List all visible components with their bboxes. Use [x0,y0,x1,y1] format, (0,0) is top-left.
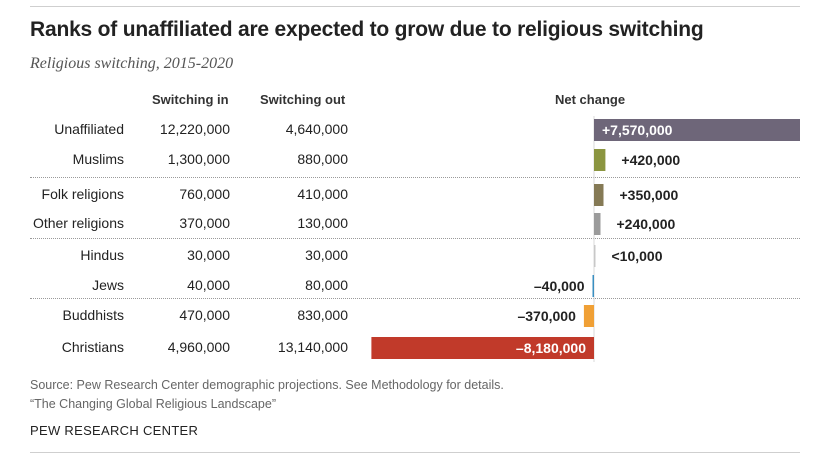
source-note: Source: Pew Research Center demographic … [30,378,504,392]
table-row: Christians 4,960,000 13,140,000 [0,334,828,362]
switching-out-value: 80,000 [305,277,348,293]
data-label: –40,000 [534,278,585,294]
group-divider [30,298,800,299]
switching-out-value: 830,000 [297,307,348,323]
switching-out-value: 410,000 [297,186,348,202]
switching-out-value: 30,000 [305,247,348,263]
bottom-rule [30,452,800,453]
switching-in-value: 760,000 [179,186,230,202]
data-label: +350,000 [620,187,679,203]
switching-in-value: 370,000 [179,215,230,231]
switching-in-value: 12,220,000 [159,121,230,137]
data-label: +7,570,000 [602,122,673,138]
bar-christians [371,337,594,359]
chart-subtitle: Religious switching, 2015-2020 [30,55,234,72]
category-label: Unaffiliated [54,121,124,137]
column-header-net-change: Net change [555,92,626,107]
bar-buddhists [583,305,594,327]
bar-hindus [594,245,596,267]
table-row: Folk religions 760,000 410,000 [0,181,828,209]
table-row: Other religions 370,000 130,000 [0,210,828,238]
report-title: “The Changing Global Religious Landscape… [30,397,276,411]
column-header-switching-in: Switching in [152,92,229,107]
switching-in-value: 470,000 [179,307,230,323]
switching-in-value: 1,300,000 [167,151,230,167]
bar-muslims [594,149,606,171]
table-row: Unaffiliated 12,220,000 4,640,000 [0,116,828,144]
bar-jews [592,275,594,297]
switching-out-value: 4,640,000 [285,121,348,137]
group-divider [30,177,800,178]
bar-folk-religions [594,184,604,206]
category-label: Jews [92,277,124,293]
table-row: Muslims 1,300,000 880,000 [0,146,828,174]
bar-unaffiliated [594,119,800,141]
table-row: Hindus 30,000 30,000 [0,242,828,270]
switching-in-value: 30,000 [187,247,230,263]
top-rule [30,6,800,7]
switching-out-value: 880,000 [297,151,348,167]
switching-out-value: 130,000 [297,215,348,231]
brand-logo-text: PEW RESEARCH CENTER [30,423,199,438]
category-label: Christians [61,339,124,355]
switching-in-value: 40,000 [187,277,230,293]
data-label: <10,000 [612,248,663,264]
switching-out-value: 13,140,000 [277,339,348,355]
category-label: Muslims [72,151,124,167]
category-label: Hindus [80,247,124,263]
table-row: Buddhists 470,000 830,000 [0,302,828,330]
category-label: Other religions [32,215,124,231]
category-label: Buddhists [62,307,124,323]
bar-other-religions [594,213,601,235]
data-label: –8,180,000 [516,340,586,356]
column-header-switching-out: Switching out [260,92,346,107]
data-label: –370,000 [517,308,576,324]
chart-title: Ranks of unaffiliated are expected to gr… [30,18,704,41]
group-divider [30,238,800,239]
data-label: +420,000 [621,152,680,168]
data-label: +240,000 [617,216,676,232]
table-row: Jews 40,000 80,000 [0,272,828,300]
switching-in-value: 4,960,000 [167,339,230,355]
category-label: Folk religions [41,186,124,202]
